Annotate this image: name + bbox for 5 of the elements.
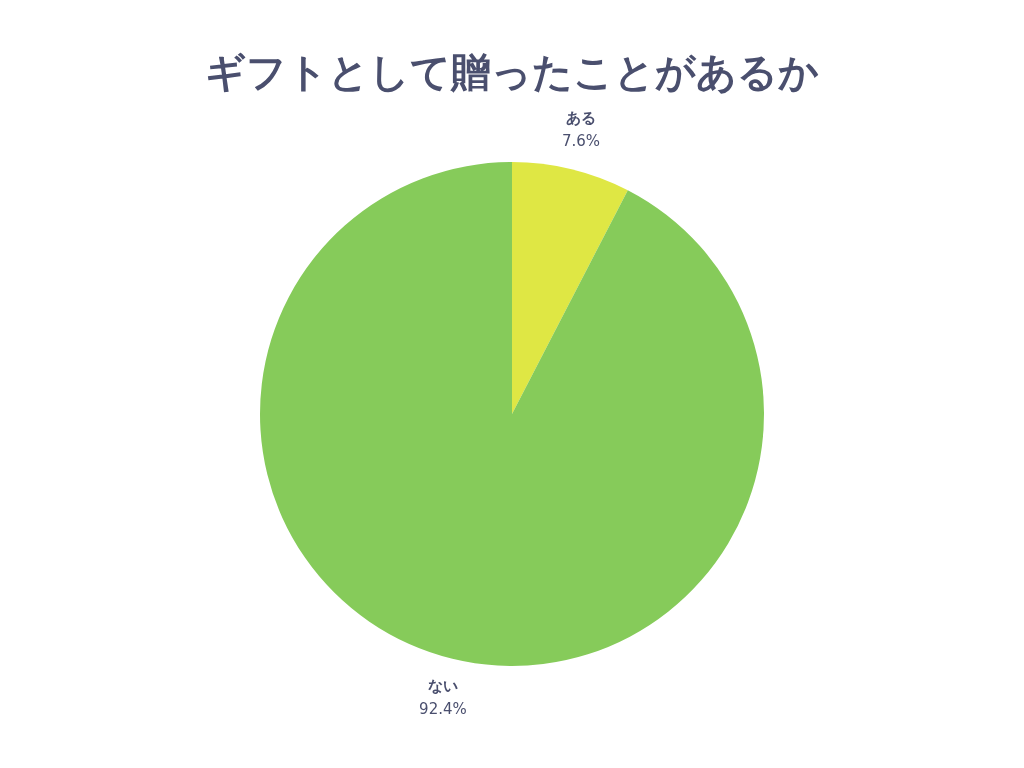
data-label: 92.4% <box>419 699 467 718</box>
chart-title: ギフトとして贈ったことがあるか <box>205 49 819 96</box>
slice-label: ない <box>427 676 458 695</box>
data-label: 7.6% <box>562 132 601 151</box>
slice-label: ある <box>566 109 597 128</box>
